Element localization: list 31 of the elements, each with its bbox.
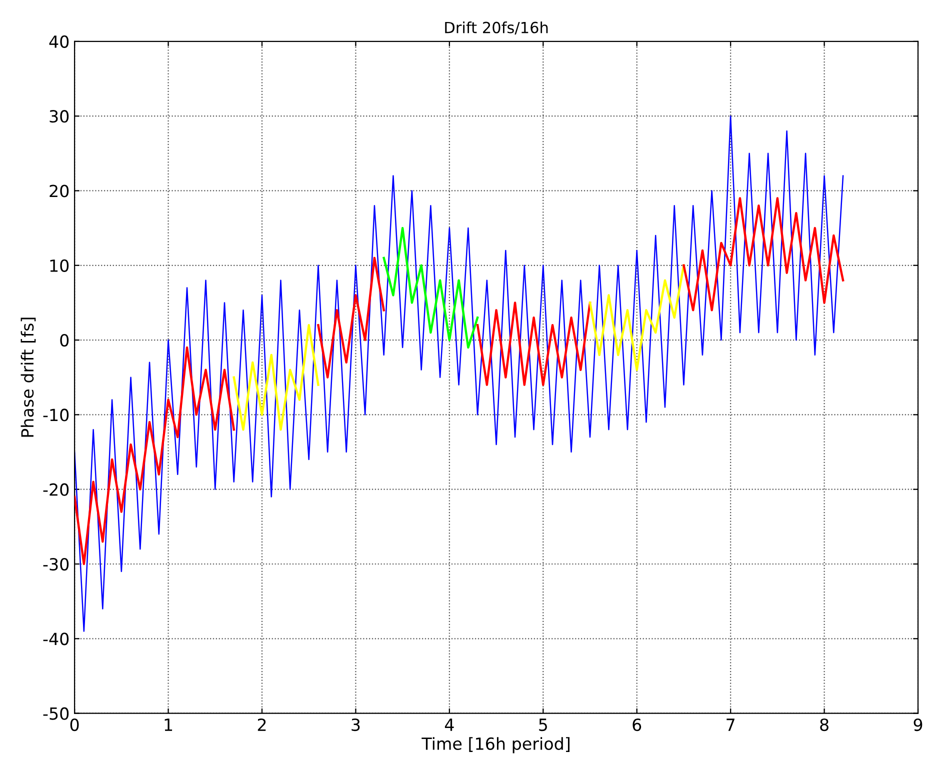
y-tick-label: -20	[43, 483, 69, 496]
x-tick-label: 9	[914, 718, 922, 732]
x-tick-label: 5	[539, 718, 547, 732]
y-tick-label: -50	[43, 707, 69, 720]
line-series	[382, 226, 479, 349]
line-series	[476, 302, 592, 386]
x-tick-label: 1	[164, 718, 172, 731]
y-tick-label: 30	[50, 110, 69, 123]
y-tick-label: 10	[50, 259, 69, 272]
line-series	[232, 324, 320, 431]
x-axis-title: Time [16h period]	[422, 737, 570, 754]
x-tick-label: 3	[352, 718, 360, 732]
x-tick-label: 0	[70, 718, 79, 732]
chart-title: Drift 20fs/16h	[445, 21, 548, 35]
y-tick-label: 20	[50, 184, 69, 198]
line-series	[74, 346, 235, 566]
y-tick-label: 0	[60, 334, 69, 347]
x-tick-label: 2	[258, 718, 266, 731]
line-series	[588, 264, 685, 372]
line-series	[682, 197, 844, 312]
y-axis-title: Phase drift [fs]	[20, 318, 36, 437]
y-tick-label: -30	[43, 558, 69, 571]
x-tick-label: 7	[726, 718, 734, 731]
x-tick-label: 4	[444, 718, 454, 731]
x-tick-label: 6	[632, 718, 642, 732]
line-series	[317, 256, 385, 378]
x-tick-label: 8	[820, 718, 828, 732]
y-tick-label: -10	[43, 408, 69, 422]
line-series	[74, 115, 844, 632]
y-tick-label: 40	[49, 35, 69, 48]
y-tick-label: -40	[43, 632, 69, 646]
